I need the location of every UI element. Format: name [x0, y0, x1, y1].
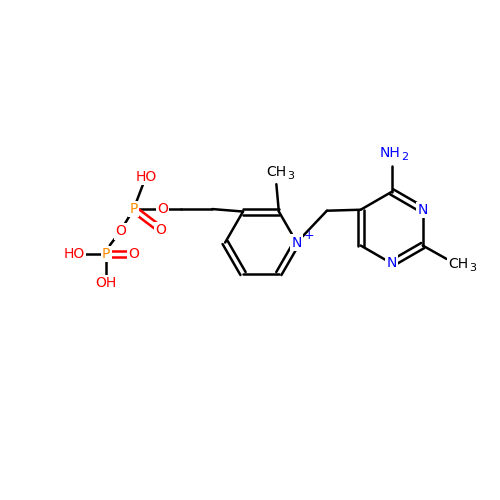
Text: CH: CH — [266, 166, 286, 179]
Text: OH: OH — [96, 276, 117, 289]
Text: 2: 2 — [401, 152, 408, 162]
Text: CH: CH — [448, 258, 468, 272]
Text: O: O — [115, 224, 126, 238]
Text: NH: NH — [380, 146, 400, 160]
Text: P: P — [130, 202, 138, 216]
Text: O: O — [156, 223, 166, 237]
Text: N: N — [418, 202, 428, 216]
Text: HO: HO — [136, 170, 156, 183]
Text: P: P — [102, 247, 110, 261]
Text: O: O — [157, 202, 168, 216]
Text: O: O — [128, 247, 139, 261]
Text: 3: 3 — [469, 263, 476, 273]
Text: +: + — [304, 229, 314, 242]
Text: HO: HO — [64, 247, 84, 261]
Text: 3: 3 — [288, 170, 294, 180]
Text: N: N — [292, 236, 302, 250]
Text: N: N — [386, 256, 397, 270]
